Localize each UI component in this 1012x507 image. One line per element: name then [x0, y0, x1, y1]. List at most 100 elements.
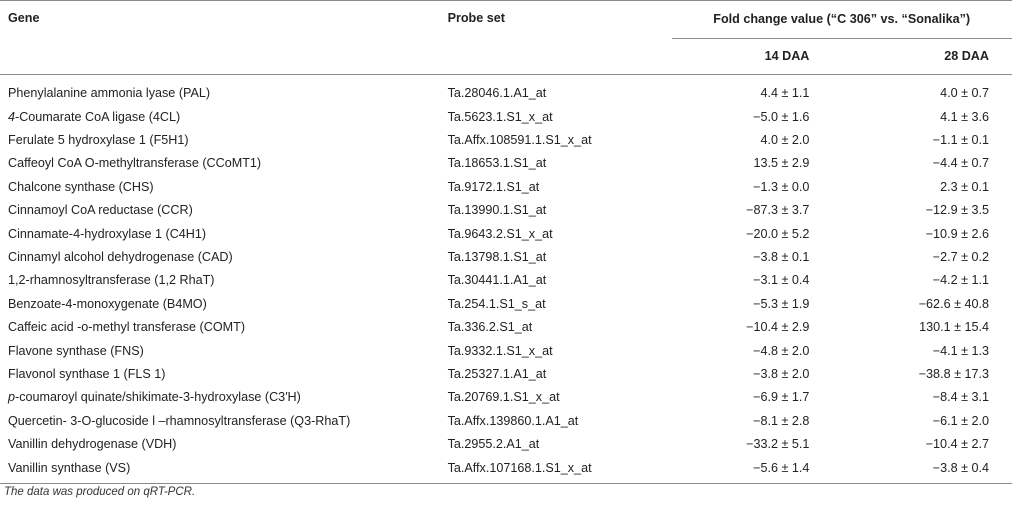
table-row: Vanillin synthase (VS) Ta.Affx.107168.1.S… — [0, 456, 1012, 479]
fold-change-28-daa-cell: −62.6 ± 40.8 — [918, 296, 989, 311]
header-14-daa: 14 DAA — [764, 49, 810, 63]
table-top-rule — [0, 0, 1012, 1]
probe-set-cell: Ta.28046.1.A1_at — [447, 86, 547, 100]
probe-set-cell: Ta.Affx.107168.1.S1_x_at — [447, 460, 592, 475]
fold-change-14-daa-cell: 4.4 ± 1.1 — [760, 86, 810, 100]
fold-change-14-daa-cell: −5.3 ± 1.9 — [753, 296, 810, 311]
gene-cell: 4-Coumarate CoA ligase (4CL) — [0, 105, 440, 128]
probe-set-cell: Ta.Affx.108591.1.S1_x_at — [447, 133, 592, 148]
header-bottom-rule — [0, 74, 1012, 75]
probe-set-cell: Ta.18653.1.S1_at — [447, 156, 547, 171]
gene-italic-prefix: p — [8, 390, 16, 405]
gene-name: -Coumarate CoA ligase (4CL) — [15, 109, 181, 124]
fold-change-28-daa-cell: −8.4 ± 3.1 — [932, 390, 989, 405]
gene-cell: Cinnamyl alcohol dehydrogenase (CAD) — [0, 245, 440, 268]
gene-cell: Caffeoyl CoA O-methyltransferase (CCoMT1… — [0, 152, 440, 175]
header-fold-change: Fold change value (“C 306” vs. “Sonalika… — [713, 12, 971, 26]
fold-change-14-daa-cell: −20.0 ± 5.2 — [746, 226, 810, 241]
fold-change-rule — [672, 38, 1012, 39]
fold-change-28-daa-cell: 4.0 ± 0.7 — [940, 86, 989, 100]
fold-change-14-daa-cell: −87.3 ± 3.7 — [746, 203, 810, 218]
fold-change-14-daa-cell: −1.3 ± 0.0 — [753, 179, 810, 194]
gene-cell: Flavonol synthase 1 (FLS 1) — [0, 362, 440, 385]
probe-set-cell: Ta.20769.1.S1_x_at — [447, 390, 560, 405]
gene-name: 1,2-rhamnosyltransferase (1,2 RhaT) — [8, 273, 215, 288]
fold-change-28-daa-cell: −10.4 ± 2.7 — [925, 437, 989, 452]
gene-italic-prefix: 4 — [8, 109, 16, 124]
gene-name: Quercetin- 3-O-glucoside l –rhamnosyltra… — [8, 413, 351, 428]
table-row: Cinnamoyl CoA reductase (CCR) Ta.13990.1.… — [0, 199, 1012, 222]
table-row: Vanillin dehydrogenase (VDH) Ta.2955.2.A1… — [0, 432, 1012, 455]
fold-change-14-daa-cell: −5.0 ± 1.6 — [753, 109, 810, 124]
probe-set-cell: Ta.9643.2.S1_x_at — [447, 226, 553, 241]
gene-name: Benzoate-4-monoxygenate (B4MO) — [8, 296, 207, 311]
table-row: Caffeic acid -o-methyl transferase (COMT… — [0, 316, 1012, 339]
fold-change-28-daa-cell: −4.2 ± 1.1 — [932, 273, 989, 288]
gene-name: Caffeoyl CoA O-methyltransferase (CCoMT1… — [8, 156, 262, 171]
gene-cell: Vanillin dehydrogenase (VDH) — [0, 432, 440, 455]
fold-change-28-daa-cell: −4.1 ± 1.3 — [932, 343, 989, 358]
fold-change-14-daa-cell: −6.9 ± 1.7 — [753, 390, 810, 405]
table-footnote: The data was produced on qRT-PCR. — [4, 486, 196, 498]
gene-name: Flavone synthase (FNS) — [8, 343, 144, 358]
gene-name: Cinnamoyl CoA reductase (CCR) — [8, 203, 193, 218]
header-row-2: 14 DAA 28 DAA — [0, 38, 1012, 74]
gene-name: Vanillin synthase (VS) — [8, 460, 131, 475]
probe-set-cell: Ta.13798.1.S1_at — [447, 250, 547, 265]
gene-name: Ferulate 5 hydroxylase 1 (F5H1) — [8, 133, 189, 148]
fold-change-28-daa-cell: 2.3 ± 0.1 — [940, 179, 989, 194]
probe-set-cell: Ta.13990.1.S1_at — [447, 203, 547, 218]
probe-set-cell: Ta.9172.1.S1_at — [447, 179, 540, 194]
gene-cell: Quercetin- 3-O-glucoside l –rhamnosyltra… — [0, 409, 440, 432]
gene-fold-change-table: Gene Probe set Fold change value (“C 306… — [0, 11, 1012, 479]
fold-change-14-daa-cell: −10.4 ± 2.9 — [746, 320, 810, 335]
table-row: p-coumaroyl quinate/shikimate-3-hydroxyl… — [0, 386, 1012, 409]
fold-change-28-daa-cell: −2.7 ± 0.2 — [932, 250, 989, 265]
fold-change-14-daa-cell: −3.8 ± 2.0 — [753, 366, 810, 381]
fold-change-28-daa-cell: −6.1 ± 2.0 — [932, 413, 989, 428]
table-row: Cinnamate-4-hydroxylase 1 (C4H1) Ta.9643.… — [0, 222, 1012, 245]
fold-change-14-daa-cell: −8.1 ± 2.8 — [753, 413, 810, 428]
gene-cell: Cinnamate-4-hydroxylase 1 (C4H1) — [0, 222, 440, 245]
fold-change-14-daa-cell: 13.5 ± 2.9 — [753, 156, 810, 171]
fold-change-14-daa-cell: 4.0 ± 2.0 — [760, 133, 810, 148]
gene-cell: Vanillin synthase (VS) — [0, 456, 440, 479]
gene-name: Caffeic acid -o-methyl transferase (COMT… — [8, 320, 246, 335]
fold-change-14-daa-cell: −3.1 ± 0.4 — [753, 273, 810, 288]
fold-change-28-daa-cell: 130.1 ± 15.4 — [919, 320, 989, 335]
table-row: Quercetin- 3-O-glucoside l –rhamnosyltra… — [0, 409, 1012, 432]
fold-change-14-daa-cell: −5.6 ± 1.4 — [753, 460, 810, 475]
table-row: Flavonol synthase 1 (FLS 1) Ta.25327.1.A1… — [0, 362, 1012, 385]
probe-set-cell: Ta.Affx.139860.1.A1_at — [447, 413, 579, 428]
probe-set-cell: Ta.25327.1.A1_at — [447, 366, 547, 381]
gene-name: Phenylalanine ammonia lyase (PAL) — [8, 86, 211, 100]
gene-cell: Ferulate 5 hydroxylase 1 (F5H1) — [0, 128, 440, 151]
gene-name: -coumaroyl quinate/shikimate-3-hydroxyla… — [15, 390, 301, 405]
header-gene: Gene — [8, 11, 40, 25]
gene-name: Vanillin dehydrogenase (VDH) — [8, 437, 177, 452]
gene-cell: Benzoate-4-monoxygenate (B4MO) — [0, 292, 440, 315]
fold-change-14-daa-cell: −33.2 ± 5.1 — [746, 437, 810, 452]
gene-cell: p-coumaroyl quinate/shikimate-3-hydroxyl… — [0, 386, 440, 409]
fold-change-28-daa-cell: −12.9 ± 3.5 — [925, 203, 989, 218]
gene-cell: Caffeic acid -o-methyl transferase (COMT… — [0, 316, 440, 339]
gene-cell: Phenylalanine ammonia lyase (PAL) — [0, 74, 440, 105]
probe-set-cell: Ta.336.2.S1_at — [447, 320, 533, 335]
header-28-daa: 28 DAA — [944, 49, 989, 63]
table-row: 1,2-rhamnosyltransferase (1,2 RhaT) Ta.30… — [0, 269, 1012, 292]
table-row: Benzoate-4-monoxygenate (B4MO) Ta.254.1.S… — [0, 292, 1012, 315]
gene-cell: 1,2-rhamnosyltransferase (1,2 RhaT) — [0, 269, 440, 292]
fold-change-28-daa-cell: −38.8 ± 17.3 — [918, 366, 989, 381]
gene-cell: Flavone synthase (FNS) — [0, 339, 440, 362]
header-probe-set: Probe set — [447, 11, 505, 25]
gene-name: Flavonol synthase 1 (FLS 1) — [8, 366, 166, 381]
probe-set-cell: Ta.30441.1.A1_at — [447, 273, 547, 288]
table-row: Ferulate 5 hydroxylase 1 (F5H1) Ta.Affx.1… — [0, 128, 1012, 151]
probe-set-cell: Ta.2955.2.A1_at — [447, 437, 540, 452]
fold-change-28-daa-cell: −3.8 ± 0.4 — [932, 460, 989, 475]
table-bottom-rule — [0, 483, 1012, 484]
gene-cell: Chalcone synthase (CHS) — [0, 175, 440, 198]
fold-change-14-daa-cell: −4.8 ± 2.0 — [753, 343, 810, 358]
table-row: Flavone synthase (FNS) Ta.9332.1.S1_x_at −… — [0, 339, 1012, 362]
